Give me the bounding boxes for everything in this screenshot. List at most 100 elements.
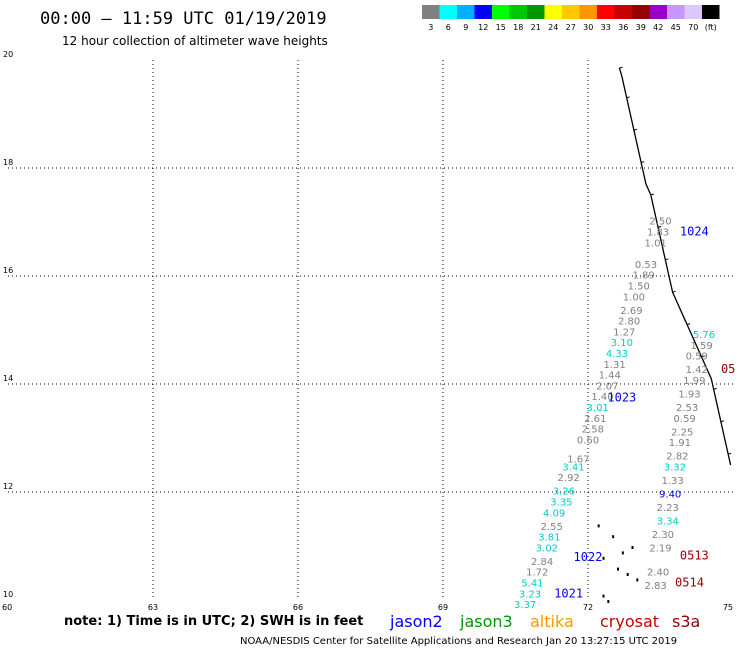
wave-height-point: 2.83 bbox=[645, 581, 667, 592]
coastline-detail bbox=[619, 66, 623, 69]
pass-label: 1024 bbox=[680, 225, 709, 239]
colorbar-label: 45 bbox=[671, 23, 681, 32]
colorbar-swatch bbox=[702, 5, 720, 19]
island-mark bbox=[607, 600, 610, 603]
wave-height-point: 3.26 bbox=[553, 487, 575, 498]
colorbar-swatch bbox=[544, 5, 562, 19]
wave-height-point: 0.60 bbox=[577, 435, 599, 446]
wave-height-point: 1.89 bbox=[632, 271, 654, 282]
coastline-path bbox=[618, 67, 732, 466]
wave-height-point: 2.55 bbox=[541, 522, 563, 533]
y-tick-label: 12 bbox=[3, 482, 13, 491]
colorbar-label: 15 bbox=[496, 23, 506, 32]
wave-height-point: 3.35 bbox=[550, 498, 572, 509]
islands bbox=[597, 524, 639, 603]
y-tick-label: 14 bbox=[3, 374, 13, 383]
wave-height-point: 2.50 bbox=[649, 217, 671, 228]
island-mark bbox=[602, 556, 605, 560]
coastline-detail bbox=[657, 225, 662, 228]
coastline bbox=[618, 66, 732, 466]
axis-tick-labels: 60 63 66 69 72 75 10 12 14 16 18 20 bbox=[2, 50, 733, 612]
wave-height-point: 3.37 bbox=[514, 600, 536, 611]
pass-label: 05 bbox=[721, 362, 735, 376]
wave-height-point: 2.58 bbox=[582, 425, 604, 436]
colorbar-swatch bbox=[579, 5, 597, 19]
wave-height-point: 2.40 bbox=[647, 568, 669, 579]
colorbar-label: 30 bbox=[583, 23, 593, 32]
wave-height-point: 3.01 bbox=[587, 403, 609, 414]
coastline-detail bbox=[728, 452, 732, 455]
y-tick-label: 10 bbox=[3, 590, 13, 599]
wave-height-point: 1.44 bbox=[599, 371, 621, 382]
wave-height-point: 5.41 bbox=[521, 579, 543, 590]
pass-labels: 1024 1023 1022 1021 05 0513 0514 bbox=[554, 225, 735, 601]
island-mark bbox=[626, 573, 629, 576]
colorbar-swatch bbox=[457, 5, 475, 19]
colorbar-label: 33 bbox=[601, 23, 611, 32]
wave-height-point: 1.27 bbox=[613, 327, 635, 338]
x-tick-label: 66 bbox=[293, 603, 303, 612]
wave-height-point: 1.91 bbox=[669, 438, 691, 449]
colorbar-label: 27 bbox=[566, 23, 576, 32]
footer-note: note: 1) Time is in UTC; 2) SWH is in fe… bbox=[64, 614, 363, 629]
colorbar-swatch bbox=[527, 5, 545, 19]
wave-height-point: 0.53 bbox=[635, 260, 657, 271]
colorbar-swatch bbox=[684, 5, 702, 19]
wave-height-point: 1.42 bbox=[686, 365, 708, 376]
wave-height-point: 2.30 bbox=[652, 530, 674, 541]
wave-height-point: 2.80 bbox=[618, 317, 640, 328]
wave-height-point: 1.01 bbox=[645, 238, 667, 249]
y-tick-label: 18 bbox=[3, 158, 13, 167]
coastline-detail bbox=[650, 193, 654, 196]
colorbar-swatch bbox=[597, 5, 615, 19]
pass-label: 1022 bbox=[574, 550, 603, 564]
wave-height-point: 2.69 bbox=[620, 306, 642, 317]
color-scale-bar: 3 6 9 12 15 18 21 24 27 30 33 36 39 42 45 70 (ft) bbox=[422, 5, 720, 32]
wave-height-point: 2.61 bbox=[584, 414, 606, 425]
wave-height-point: 0.59 bbox=[686, 352, 708, 363]
wave-height-point: 1.33 bbox=[661, 476, 683, 487]
colorbar-label: 18 bbox=[513, 23, 523, 32]
wave-height-point: 1.67 bbox=[567, 454, 589, 465]
y-tick-label: 16 bbox=[3, 266, 13, 275]
colorbar-swatch bbox=[492, 5, 510, 19]
island-mark bbox=[617, 567, 619, 571]
x-tick-label: 60 bbox=[2, 603, 12, 612]
x-tick-label: 75 bbox=[723, 603, 733, 612]
island-mark bbox=[602, 594, 605, 598]
plot-grid bbox=[8, 60, 733, 600]
colorbar-label: 9 bbox=[463, 23, 468, 32]
coastline-detail bbox=[672, 290, 676, 293]
colorbar-swatch bbox=[649, 5, 667, 19]
wave-height-point: 2.23 bbox=[657, 503, 679, 514]
legend-altika: altika bbox=[530, 612, 574, 631]
legend-jason3: jason3 bbox=[459, 612, 513, 631]
wave-height-point: 2.92 bbox=[558, 473, 580, 484]
island-mark bbox=[631, 546, 634, 549]
island-mark bbox=[621, 551, 624, 555]
wave-height-point: 3.34 bbox=[657, 516, 679, 527]
pass-label: 0514 bbox=[675, 576, 704, 590]
coastline-detail bbox=[665, 258, 669, 261]
colorbar-swatch bbox=[509, 5, 527, 19]
wave-height-point: 1.72 bbox=[526, 568, 548, 579]
coastline-detail bbox=[701, 355, 705, 358]
colorbar-swatch bbox=[562, 5, 580, 19]
legend-s3a: s3a bbox=[672, 612, 700, 631]
wave-height-point: 1.99 bbox=[683, 376, 705, 387]
legend-cryosat: cryosat bbox=[600, 612, 659, 631]
coastline-detail bbox=[626, 96, 630, 99]
chart-title: 00:00 – 11:59 UTC 01/19/2019 bbox=[40, 9, 327, 29]
pass-label: 1023 bbox=[607, 390, 636, 404]
colorbar-label: 24 bbox=[548, 23, 558, 32]
colorbar-swatch bbox=[614, 5, 632, 19]
wave-height-point: 1.00 bbox=[623, 292, 645, 303]
pass-label: 1021 bbox=[554, 586, 583, 600]
wave-height-point: 2.25 bbox=[671, 427, 693, 438]
wave-height-point: 3.81 bbox=[538, 533, 560, 544]
wave-height-point: 4.33 bbox=[606, 349, 628, 360]
colorbar-label: 3 bbox=[428, 23, 433, 32]
coastline-detail bbox=[633, 128, 638, 131]
x-tick-label: 63 bbox=[148, 603, 158, 612]
